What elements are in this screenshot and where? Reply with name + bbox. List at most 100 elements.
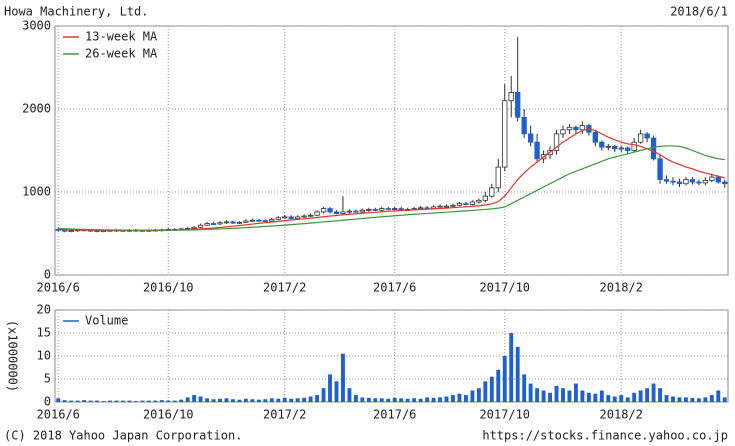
x-tick-label: 2017/10 (479, 281, 530, 295)
candle-body (670, 180, 676, 183)
candle-body (702, 179, 709, 184)
candle-body (197, 224, 204, 228)
candle-body (456, 203, 463, 206)
legend-label: Volume (85, 314, 128, 328)
candle-body (625, 147, 631, 151)
candle-body (217, 222, 223, 225)
x-tick-label: 2017/6 (373, 281, 416, 295)
candle-body (566, 126, 573, 131)
candle-body (243, 220, 249, 223)
volume-bar (315, 395, 320, 402)
volume-bar (593, 393, 598, 402)
candle-body (295, 216, 301, 219)
candle-body (62, 229, 68, 232)
volume-bar (709, 395, 714, 402)
y-tick-label: 20 (37, 303, 51, 317)
volume-bar (295, 398, 300, 402)
candle-body (592, 131, 599, 143)
volume-bar (386, 398, 391, 402)
volume-bar (696, 398, 701, 402)
candle-body (256, 219, 262, 222)
volume-bar (185, 397, 190, 402)
candle-body (502, 100, 508, 168)
volume-bar (321, 388, 326, 402)
volume-bar (121, 400, 125, 402)
y-tick-label: 0 (44, 395, 51, 409)
volume-bar (56, 398, 61, 402)
volume-bar (159, 400, 164, 402)
volume-bar (683, 397, 688, 402)
volume-bar (606, 395, 611, 402)
moving-average-line (58, 128, 725, 232)
volume-bar (722, 397, 727, 402)
volume-bar (405, 398, 410, 402)
x-tick-label: 2018/2 (600, 281, 643, 295)
volume-bar (425, 397, 430, 402)
volume-bar (580, 390, 585, 402)
volume-bar (476, 388, 481, 402)
volume-bar (677, 397, 682, 402)
volume-bar (153, 400, 158, 402)
chart-date: 2018/6/1 (670, 5, 728, 19)
candle-body (631, 141, 637, 151)
x-tick-label: 2017/2 (263, 281, 306, 295)
candle-body (314, 211, 320, 216)
volume-bar (108, 400, 112, 402)
volume-bar (502, 356, 507, 402)
candle-body (476, 199, 482, 203)
volume-bar (224, 398, 229, 402)
volume-bar (95, 400, 100, 402)
volume-bar (256, 399, 261, 402)
volume-bar (463, 395, 468, 402)
candle-body (689, 179, 696, 183)
volume-bar (353, 395, 358, 402)
volume-bar (243, 398, 248, 402)
legend-label: 13-week MA (85, 30, 158, 44)
candle-body (385, 208, 391, 211)
candle-body (327, 208, 333, 213)
candle-body (495, 166, 501, 189)
volume-bar (179, 399, 184, 402)
volume-bar (625, 397, 630, 402)
y-tick-label: 5 (44, 372, 51, 386)
candle-body (618, 147, 624, 150)
volume-bar (308, 396, 313, 402)
volume-bar (619, 395, 624, 402)
y-tick-label: 1000 (22, 185, 51, 199)
volume-bar (561, 388, 565, 402)
volume-bar (75, 400, 80, 402)
volume-bar (690, 397, 695, 402)
candle-body (417, 207, 424, 210)
candle-body (553, 133, 560, 151)
legend-label: 26-week MA (85, 47, 158, 61)
candle-body (359, 209, 366, 213)
volume-bar (645, 388, 650, 402)
y-tick-label: 3000 (22, 19, 51, 33)
candle-body (508, 92, 514, 102)
volume-bar (101, 401, 106, 402)
x-tick-label: 2016/10 (143, 408, 194, 422)
volume-bar (82, 400, 87, 402)
x-tick-label: 2016/6 (37, 281, 80, 295)
y-tick-label: 0 (44, 268, 51, 282)
volume-bar (638, 390, 643, 402)
candle-body (204, 223, 210, 226)
volume-bar (114, 400, 119, 402)
copyright: (C) 2018 Yahoo Japan Corporation. (4, 429, 242, 443)
candle-body (515, 92, 521, 118)
volume-bar (489, 376, 494, 402)
candle-body (236, 221, 243, 224)
volume-bar (716, 390, 721, 402)
moving-average-line (58, 145, 725, 231)
candle-body (346, 210, 353, 213)
candle-body (230, 221, 236, 224)
volume-bar (612, 396, 617, 402)
candle-body (210, 223, 217, 225)
volume-bar (88, 400, 93, 402)
volume-bar (703, 397, 708, 402)
candle-body (657, 158, 663, 180)
y-tick-label: 15 (37, 326, 51, 340)
volume-bar (509, 333, 514, 402)
candle-body (612, 145, 618, 150)
